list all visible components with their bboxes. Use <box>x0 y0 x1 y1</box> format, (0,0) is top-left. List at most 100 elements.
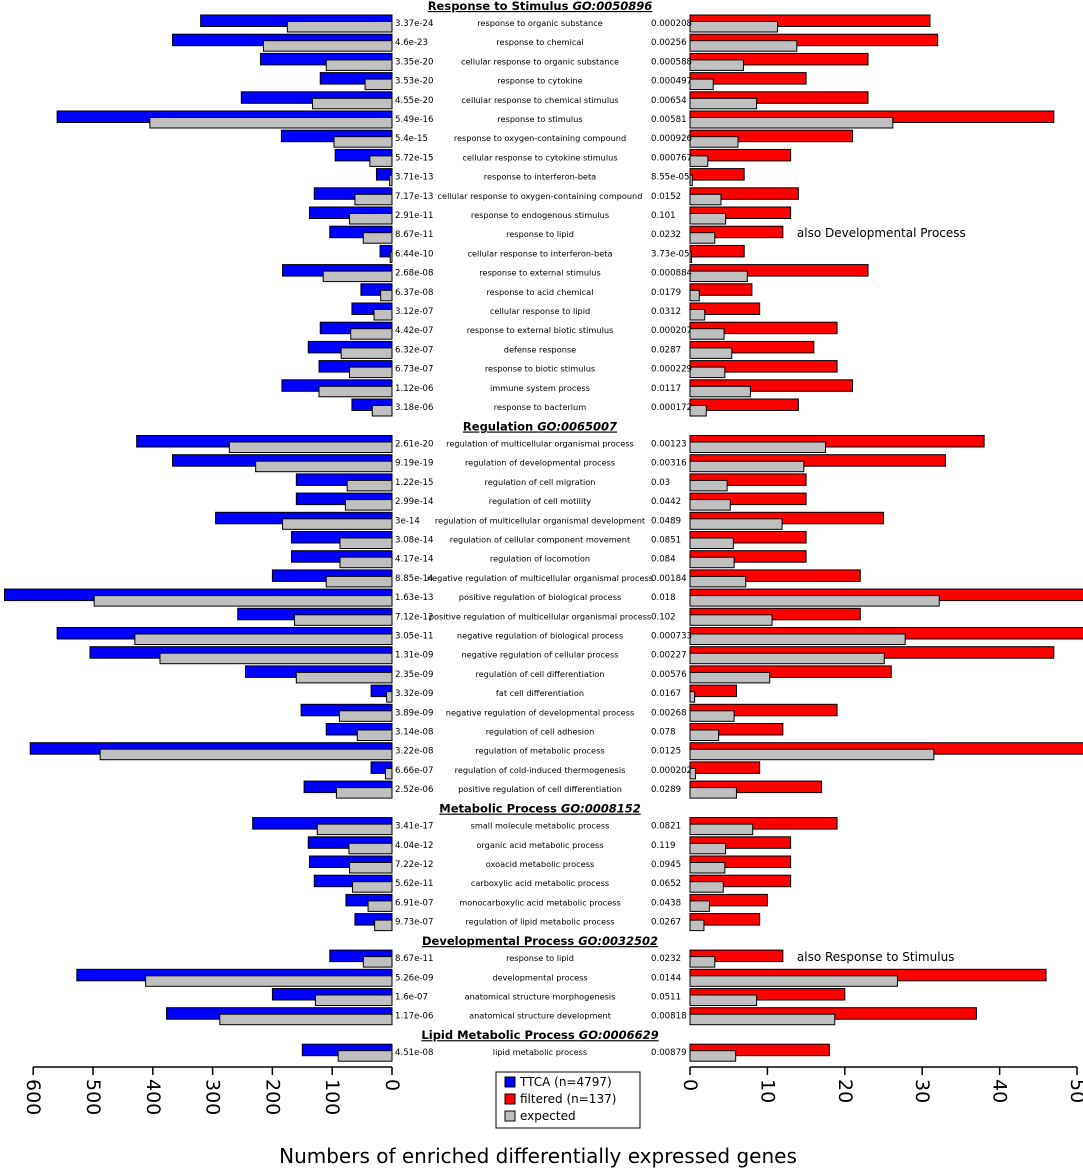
term-label: cellular response to chemical stimulus <box>461 95 618 105</box>
left-axis-tick-label: 0 <box>381 1079 403 1091</box>
row: 3.05e-11 negative regulation of biologica… <box>56 627 1083 645</box>
ttca-pvalue: 4.42e-07 <box>395 326 433 336</box>
legend-label: expected <box>520 1109 576 1123</box>
ttca-pvalue: 6.44e-10 <box>395 249 433 259</box>
ttca-expected-bar <box>339 556 393 569</box>
filtered-bar <box>689 988 846 1001</box>
ttca-expected-bar <box>333 136 393 148</box>
filtered-pvalue: 0.00879 <box>651 1048 687 1058</box>
term-label: positive regulation of biological proces… <box>459 592 622 602</box>
filtered-expected-bar <box>689 460 805 473</box>
term-label: anatomical structure morphogenesis <box>465 992 616 1002</box>
filtered-expected-bar <box>689 270 748 283</box>
filtered-bar <box>689 340 815 354</box>
cross-reference-note: also Response to Stimulus <box>797 950 955 964</box>
filtered-expected-bar <box>689 767 696 780</box>
term-label: response to cytokine <box>497 76 582 86</box>
ttca-pvalue: 3.08e-14 <box>395 536 433 546</box>
row: 6.91e-07 monocarboxylic acid metabolic pr… <box>345 893 768 912</box>
ttca-pvalue: 3.89e-09 <box>395 708 433 718</box>
filtered-pvalue: 0.0144 <box>651 973 681 983</box>
legend-box <box>495 1071 641 1129</box>
term-label: negative regulation of developmental pro… <box>446 707 634 717</box>
filtered-expected-bar <box>689 537 734 549</box>
filtered-expected-bar <box>689 652 885 665</box>
filtered-bar <box>689 321 838 335</box>
ttca-expected-bar <box>354 193 393 206</box>
filtered-pvalue: 0.119 <box>651 841 676 851</box>
filtered-bar <box>689 893 768 907</box>
filtered-expected-bar <box>689 213 727 225</box>
ttca-expected-bar <box>344 499 393 511</box>
left-axis-tick-label: 200 <box>261 1079 283 1115</box>
filtered-expected-bar <box>689 729 720 741</box>
filtered-bar <box>689 607 861 621</box>
term-label: lipid metabolic process <box>493 1047 587 1057</box>
ttca-pvalue: 3.22e-08 <box>395 747 433 757</box>
row: 4.6e-23 response to chemical 0.00256 <box>172 33 939 52</box>
legend-swatch <box>504 1110 516 1122</box>
filtered-bar <box>689 913 761 926</box>
ttca-expected-bar <box>282 518 393 530</box>
ttca-expected-bar <box>335 787 393 799</box>
right-axis-tick-label: 30 <box>911 1079 933 1103</box>
filtered-bar <box>689 855 792 868</box>
ttca-pvalue: 1.12e-06 <box>395 384 433 394</box>
filtered-pvalue: 0.0179 <box>651 288 681 298</box>
ttca-expected-bar <box>338 710 393 722</box>
ttca-pvalue: 7.22e-12 <box>395 860 433 870</box>
row: 4.51e-08 lipid metabolic process 0.00879 <box>301 1043 830 1062</box>
term-label: negative regulation of cellular process <box>461 650 618 660</box>
ttca-pvalue: 3.41e-17 <box>395 822 433 832</box>
ttca-bar <box>370 684 393 698</box>
section-regulation: Regulation GO:0065007 2.61e-20 regulation … <box>3 420 1083 799</box>
section-title: Metabolic Process GO:0008152 <box>439 802 640 816</box>
filtered-pvalue: 0.000208 <box>651 19 692 29</box>
filtered-bar <box>689 435 985 448</box>
filtered-expected-bar <box>689 366 726 379</box>
left-axis-tick-label: 300 <box>202 1079 224 1115</box>
filtered-pvalue: 0.00256 <box>651 38 687 48</box>
section-go-id: GO:0008152 <box>561 802 641 816</box>
ttca-pvalue: 6.32e-07 <box>395 345 433 355</box>
ttca-pvalue: 1.63e-13 <box>395 593 433 603</box>
filtered-bar <box>689 379 854 392</box>
ttca-pvalue: 2.68e-08 <box>395 269 433 279</box>
filtered-pvalue: 0.0167 <box>651 689 681 699</box>
ttca-expected-bar <box>255 460 393 473</box>
filtered-pvalue: 0.0945 <box>651 860 681 870</box>
ttca-expected-bar <box>311 97 393 110</box>
ttca-expected-bar <box>145 975 393 987</box>
row: 4.55e-20 cellular response to chemical st… <box>240 91 869 110</box>
term-label: cellular response to cytokine stimulus <box>462 152 617 162</box>
ttca-pvalue: 4.6e-23 <box>395 38 428 48</box>
filtered-bar <box>689 398 799 411</box>
filtered-bar <box>689 550 807 563</box>
ttca-pvalue: 3.35e-20 <box>395 57 433 67</box>
ttca-pvalue: 5.72e-15 <box>395 153 433 163</box>
ttca-expected-bar <box>228 441 393 453</box>
filtered-bar <box>689 684 737 698</box>
filtered-pvalue: 0.0267 <box>651 918 681 928</box>
filtered-expected-bar <box>689 556 735 569</box>
filtered-expected-bar <box>689 499 731 511</box>
ttca-pvalue: 7.12e-12 <box>395 612 433 622</box>
row: 3.14e-08 regulation of cell adhesion 0.078 <box>325 723 784 741</box>
row: 4.17e-14 regulation of locomotion 0.084 <box>291 550 807 569</box>
ttca-expected-bar <box>93 595 393 607</box>
filtered-expected-bar <box>689 691 696 703</box>
ttca-bar <box>295 492 393 506</box>
term-label: anatomical structure development <box>469 1011 612 1021</box>
filtered-pvalue: 0.018 <box>651 593 676 603</box>
section-title: Response to Stimulus GO:0050896 <box>428 0 653 13</box>
left-axis-tick-label: 500 <box>82 1079 104 1115</box>
term-label: regulation of cold-induced thermogenesis <box>455 765 626 775</box>
term-label: response to interferon-beta <box>484 172 596 182</box>
filtered-pvalue: 0.000733 <box>651 632 692 642</box>
ttca-bar <box>329 949 393 963</box>
ttca-bar <box>334 148 393 162</box>
filtered-expected-bar <box>689 748 935 761</box>
ttca-pvalue: 9.73e-07 <box>395 918 433 928</box>
filtered-pvalue: 0.000207 <box>651 326 692 336</box>
